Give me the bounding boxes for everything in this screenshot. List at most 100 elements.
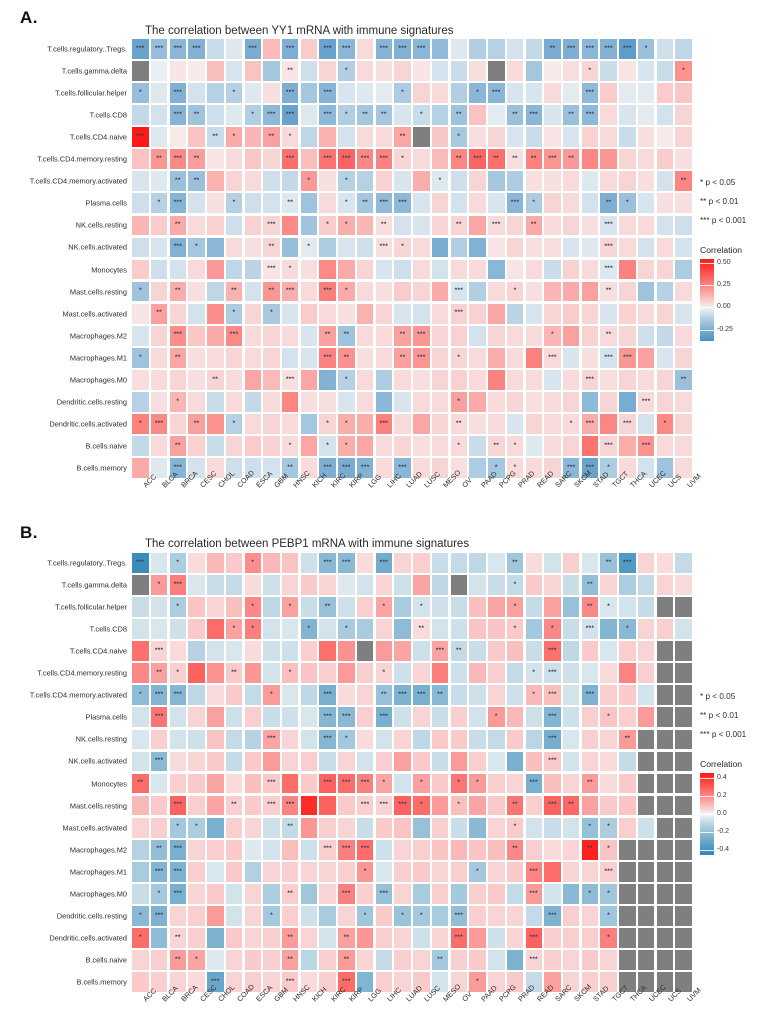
heatmap-cell: [263, 149, 280, 170]
heatmap-cell: ***: [600, 861, 617, 882]
significance-marker: ***: [323, 779, 332, 787]
heatmap-cell: [207, 883, 224, 904]
heatmap-cell: [619, 369, 636, 390]
significance-marker: **: [568, 801, 575, 809]
significance-marker: **: [287, 823, 294, 831]
heatmap-cell: ***: [375, 707, 393, 728]
pvalue-legend-line: ** p < 0.01: [700, 711, 739, 720]
heatmap-cell: [525, 839, 543, 860]
significance-marker: ***: [136, 558, 145, 566]
heatmap-cell: [562, 61, 580, 81]
heatmap-cell: [637, 259, 655, 280]
row-label: Macrophages.M0: [69, 375, 127, 385]
significance-marker: ***: [154, 647, 164, 655]
row-label: T.cells.gamma.delta: [61, 66, 127, 76]
heatmap-cell: [562, 707, 580, 728]
heatmap-cell: *: [506, 619, 524, 640]
heatmap-cell: *: [319, 215, 336, 236]
heatmap-cell: [207, 619, 224, 640]
significance-marker: *: [176, 397, 180, 405]
heatmap-cell: [244, 391, 262, 412]
heatmap-cell: [525, 237, 543, 258]
heatmap: ****************************************…: [131, 38, 693, 479]
significance-marker: *: [513, 624, 517, 632]
significance-marker: **: [587, 845, 593, 853]
heatmap-cell: [413, 641, 430, 662]
heatmap-cell: [413, 391, 430, 412]
heatmap-cell: ***: [169, 325, 187, 346]
heatmap-cell: [338, 641, 355, 662]
row-label: Plasma.cells: [85, 712, 127, 722]
significance-marker: **: [381, 110, 387, 118]
heatmap-cell: [600, 663, 617, 684]
heatmap-cell: [619, 259, 636, 280]
heatmap-cell: [394, 861, 411, 882]
heatmap-cell: [150, 817, 168, 838]
heatmap-cell: [562, 729, 580, 750]
significance-marker: **: [324, 602, 331, 610]
heatmap-cell: [450, 325, 468, 346]
heatmap-cell: ***: [150, 861, 168, 882]
heatmap-cell: [544, 553, 561, 573]
heatmap-cell: ***: [544, 729, 561, 750]
heatmap-cell: [413, 839, 430, 860]
significance-marker: ***: [285, 801, 295, 809]
heatmap-cell: [675, 347, 692, 368]
heatmap-cell: [562, 303, 580, 324]
heatmap-cell: [263, 641, 280, 662]
heatmap-cell: *: [225, 303, 243, 324]
heatmap-cell: [300, 413, 318, 434]
significance-marker: ***: [379, 199, 389, 207]
heatmap-cell: ***: [413, 325, 430, 346]
heatmap-cell: [244, 325, 262, 346]
heatmap-cell: *: [319, 436, 336, 456]
heatmap-cell: [637, 972, 655, 992]
heatmap-cell: [225, 553, 243, 573]
heatmap-cell: [356, 641, 374, 662]
heatmap-cell: [169, 773, 187, 794]
significance-marker: ***: [154, 911, 164, 919]
significance-marker: **: [268, 287, 275, 295]
heatmap-cell: ***: [544, 707, 561, 728]
heatmap-cell: [637, 458, 655, 478]
heatmap-cell: **: [150, 149, 168, 170]
heatmap-cell: [207, 839, 224, 860]
heatmap-cell: [394, 773, 411, 794]
heatmap-cell: ***: [375, 413, 393, 434]
heatmap-cell: [431, 105, 449, 126]
heatmap-cell: [431, 436, 449, 456]
heatmap-cell: [619, 127, 636, 148]
heatmap-cell: **: [375, 215, 393, 236]
significance-marker: ***: [154, 419, 164, 427]
heatmap-cell: [244, 950, 262, 970]
heatmap-cell: [356, 972, 374, 992]
heatmap-cell: [525, 127, 543, 148]
heatmap-cell: *: [188, 237, 205, 258]
significance-marker: *: [157, 580, 161, 588]
heatmap-cell: [132, 61, 149, 81]
heatmap-cell: [656, 215, 674, 236]
significance-marker: *: [607, 933, 611, 941]
significance-marker: **: [568, 155, 575, 163]
heatmap-cell: [319, 193, 336, 214]
significance-marker: *: [663, 419, 667, 427]
heatmap-cell: [338, 817, 355, 838]
heatmap-cell: [562, 839, 580, 860]
heatmap-cell: [319, 575, 336, 595]
heatmap-cell: [637, 597, 655, 618]
colorbar-tick-label: 0.4: [717, 773, 727, 781]
significance-marker: *: [288, 133, 292, 141]
significance-marker: ***: [360, 845, 370, 853]
significance-marker: ***: [379, 558, 389, 566]
heatmap-cell: **: [431, 685, 449, 706]
heatmap-cell: [300, 436, 318, 456]
heatmap-cell: [637, 575, 655, 595]
heatmap-cell: [225, 149, 243, 170]
heatmap-cell: [619, 458, 636, 478]
heatmap-cell: [562, 751, 580, 772]
heatmap-cell: *: [338, 61, 355, 81]
heatmap-cell: **: [581, 773, 599, 794]
heatmap-cell: [562, 773, 580, 794]
heatmap-cell: [675, 193, 692, 214]
heatmap-cell: ***: [150, 413, 168, 434]
